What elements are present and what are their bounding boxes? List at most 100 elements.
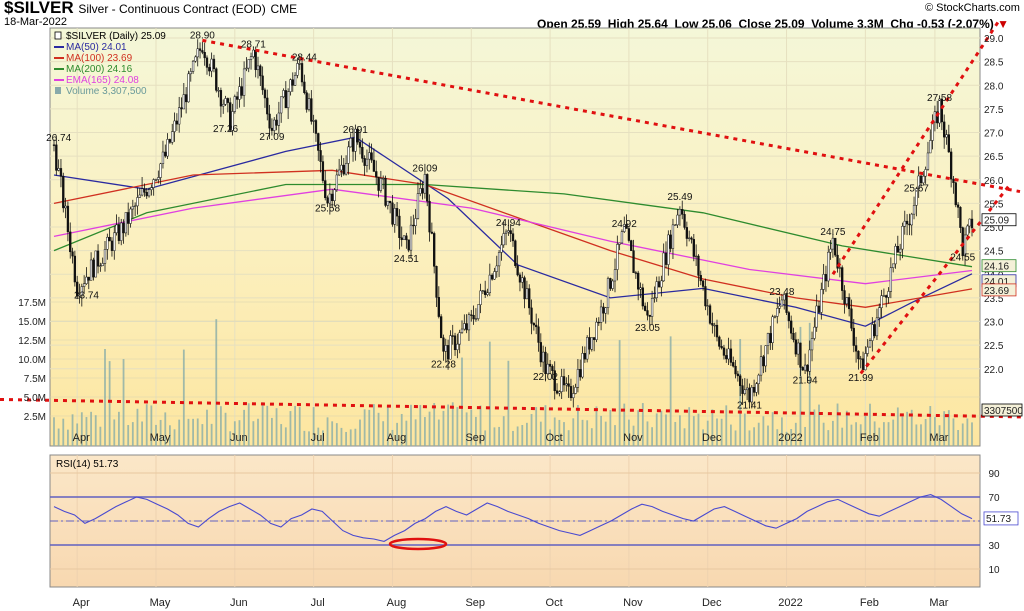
volume-bar [178, 419, 181, 446]
candle-body [245, 67, 248, 70]
candle-body [423, 174, 427, 194]
candle-body [878, 307, 881, 319]
candle-body [553, 370, 556, 392]
candle-body [854, 345, 858, 352]
candle-body [908, 223, 911, 226]
downtrend-line [202, 38, 1021, 194]
candle-body [648, 314, 651, 317]
price-annotation: 23.48 [769, 287, 794, 298]
volume-bar [113, 419, 116, 446]
volume-bar [845, 410, 848, 446]
candle-body [910, 213, 913, 226]
volume-bar [447, 404, 449, 446]
candle-body [446, 345, 450, 360]
candle-body [261, 75, 264, 91]
candle-body [168, 139, 172, 143]
candle-body [300, 63, 304, 83]
candle-body [528, 288, 531, 309]
volume-bar [618, 340, 621, 446]
candle-body [273, 119, 276, 131]
volume-bar [952, 418, 955, 446]
price-tick-label: 25.0 [984, 223, 1004, 234]
candle-body [365, 158, 369, 166]
candle-body [609, 278, 612, 289]
volume-bar [781, 417, 783, 446]
price-tick-label: 27.0 [984, 129, 1004, 140]
candle-body [388, 200, 392, 204]
candle-body [133, 205, 137, 207]
candle-body [131, 206, 134, 210]
candle-body [409, 224, 413, 251]
candle-body [470, 314, 473, 316]
price-annotation: 28.71 [241, 40, 266, 51]
candle-body [597, 321, 600, 324]
candle-body [504, 231, 508, 234]
candle-body [845, 297, 848, 305]
candle-body [412, 224, 415, 227]
volume-bar [521, 425, 524, 446]
volume-bar [410, 404, 412, 446]
candle-body [277, 112, 281, 126]
candle-body [551, 366, 554, 371]
candle-body [611, 280, 614, 289]
exchange: CME [270, 2, 298, 16]
volume-bar [201, 424, 204, 446]
volume-bar [257, 418, 259, 446]
candle-body [623, 224, 626, 232]
x-tick-label: Sep [465, 432, 485, 444]
volume-bar [326, 417, 329, 446]
candle-body [783, 294, 786, 301]
x-tick-label: Jul [311, 432, 325, 444]
x-tick-label: May [150, 597, 171, 609]
candle-body [727, 348, 730, 360]
candle-body [194, 56, 197, 62]
volume-bar [961, 423, 964, 446]
candle-body [558, 391, 561, 394]
volume-bar [892, 419, 895, 446]
candle-body [484, 290, 487, 295]
candle-body [671, 224, 675, 249]
candle-body [331, 193, 334, 202]
candle-body [678, 209, 682, 216]
volume-bar [465, 412, 468, 446]
candle-body [136, 197, 139, 207]
volume-bar [340, 427, 343, 446]
candle-body [342, 164, 345, 175]
candle-body [57, 168, 60, 171]
candle-body [903, 220, 906, 227]
volume-bar [220, 406, 222, 446]
candle-body [224, 98, 227, 105]
volume-bar [966, 418, 969, 446]
volume-bar [887, 422, 890, 446]
candle-body [456, 343, 459, 351]
volume-bar [655, 413, 658, 446]
candle-body [926, 152, 930, 170]
volume-bar [461, 357, 463, 446]
candle-body [444, 345, 447, 352]
volume-bar [711, 409, 714, 446]
price-tick-label: 28.0 [984, 81, 1004, 92]
candle-body [354, 128, 357, 152]
candle-body [655, 281, 658, 299]
candle-body [212, 58, 216, 70]
candle-body [808, 349, 811, 372]
candle-body [124, 212, 128, 234]
volume-bar [484, 430, 487, 446]
candle-body [379, 178, 383, 191]
moving-average-line [53, 136, 973, 327]
candle-body [676, 214, 679, 226]
volume-bar [470, 409, 473, 446]
candle-body [164, 151, 167, 157]
candle-body [238, 86, 241, 100]
price-tick-label: 23.0 [984, 318, 1004, 329]
candle-body [822, 274, 825, 290]
x-tick-label: Nov [623, 432, 643, 444]
candle-body [94, 250, 97, 278]
candle-body [275, 119, 278, 126]
volume-bar [122, 359, 125, 446]
candle-body [688, 237, 691, 239]
candle-body [801, 367, 804, 371]
volume-bar [169, 425, 171, 446]
candle-body [226, 98, 230, 103]
